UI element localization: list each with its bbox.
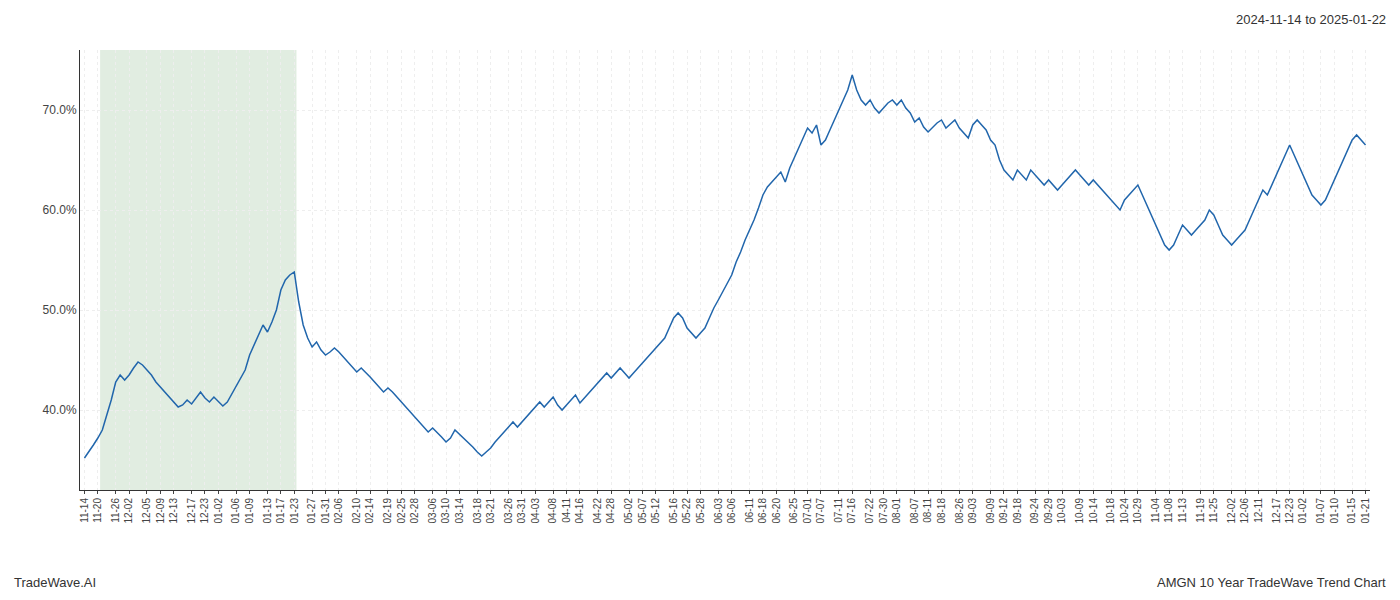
svg-text:60.0%: 60.0% [43, 203, 77, 217]
svg-text:12-17: 12-17 [186, 498, 197, 524]
svg-text:09-24: 09-24 [1029, 498, 1040, 524]
svg-text:01-06: 01-06 [230, 498, 241, 524]
svg-text:06-11: 06-11 [744, 498, 755, 523]
svg-text:08-18: 08-18 [936, 498, 947, 524]
svg-text:11-19: 11-19 [1195, 498, 1206, 523]
svg-text:11-20: 11-20 [92, 498, 103, 523]
svg-text:08-01: 08-01 [891, 498, 902, 524]
svg-text:03-14: 03-14 [454, 498, 465, 524]
svg-text:70.0%: 70.0% [43, 103, 77, 117]
svg-text:12-23: 12-23 [1284, 498, 1295, 524]
svg-text:11-13: 11-13 [1177, 498, 1188, 523]
svg-text:07-30: 07-30 [878, 498, 889, 524]
svg-text:01-31: 01-31 [320, 498, 331, 524]
svg-text:01-23: 01-23 [289, 498, 300, 524]
svg-text:04-16: 04-16 [574, 498, 585, 524]
svg-text:AMGN 10 Year TradeWave Trend C: AMGN 10 Year TradeWave Trend Chart [1157, 575, 1386, 590]
svg-text:02-10: 02-10 [351, 498, 362, 524]
svg-text:09-03: 09-03 [967, 498, 978, 524]
svg-text:10-18: 10-18 [1105, 498, 1116, 524]
svg-text:01-02: 01-02 [1297, 498, 1308, 524]
svg-text:06-18: 06-18 [757, 498, 768, 524]
svg-text:12-09: 12-09 [155, 498, 166, 524]
svg-text:12-13: 12-13 [168, 498, 179, 524]
svg-text:11-26: 11-26 [110, 498, 121, 523]
svg-text:05-22: 05-22 [681, 498, 692, 524]
svg-text:TradeWave.AI: TradeWave.AI [14, 575, 96, 590]
svg-text:10-03: 10-03 [1056, 498, 1067, 524]
svg-text:12-02: 12-02 [1226, 498, 1237, 524]
svg-text:08-26: 08-26 [954, 498, 965, 524]
svg-text:10-14: 10-14 [1088, 498, 1099, 524]
svg-text:04-11: 04-11 [561, 498, 572, 523]
svg-text:07-16: 07-16 [846, 498, 857, 524]
svg-text:03-10: 03-10 [440, 498, 451, 524]
svg-text:01-27: 01-27 [306, 498, 317, 524]
svg-text:10-29: 10-29 [1132, 498, 1143, 524]
svg-text:06-20: 06-20 [771, 498, 782, 524]
svg-text:03-06: 03-06 [427, 498, 438, 524]
svg-text:06-06: 06-06 [726, 498, 737, 524]
svg-text:05-28: 05-28 [695, 498, 706, 524]
svg-text:05-12: 05-12 [650, 498, 661, 524]
svg-text:12-06: 12-06 [1239, 498, 1250, 524]
svg-text:12-17: 12-17 [1271, 498, 1282, 524]
svg-text:06-25: 06-25 [788, 498, 799, 524]
svg-text:07-07: 07-07 [815, 498, 826, 524]
svg-text:05-02: 05-02 [623, 498, 634, 524]
svg-text:09-12: 09-12 [998, 498, 1009, 524]
svg-text:02-14: 02-14 [364, 498, 375, 524]
svg-text:07-22: 07-22 [864, 498, 875, 524]
svg-text:01-02: 01-02 [213, 498, 224, 524]
svg-text:06-03: 06-03 [713, 498, 724, 524]
svg-text:01-07: 01-07 [1315, 498, 1326, 524]
svg-text:02-06: 02-06 [333, 498, 344, 524]
svg-text:11-25: 11-25 [1208, 498, 1219, 523]
svg-text:03-26: 03-26 [503, 498, 514, 524]
svg-text:02-19: 02-19 [382, 498, 393, 524]
svg-text:11-04: 11-04 [1150, 498, 1161, 523]
svg-text:08-07: 08-07 [909, 498, 920, 524]
svg-text:12-23: 12-23 [199, 498, 210, 524]
svg-text:01-15: 01-15 [1346, 498, 1357, 524]
svg-text:09-18: 09-18 [1012, 498, 1023, 524]
svg-text:07-11: 07-11 [833, 498, 844, 523]
svg-text:50.0%: 50.0% [43, 303, 77, 317]
svg-text:01-10: 01-10 [1329, 498, 1340, 524]
svg-text:09-09: 09-09 [985, 498, 996, 524]
svg-text:03-21: 03-21 [485, 498, 496, 524]
svg-text:04-28: 04-28 [605, 498, 616, 524]
svg-text:01-21: 01-21 [1360, 498, 1371, 524]
svg-text:02-25: 02-25 [396, 498, 407, 524]
svg-text:11-08: 11-08 [1163, 498, 1174, 523]
svg-text:10-24: 10-24 [1119, 498, 1130, 524]
svg-text:10-09: 10-09 [1074, 498, 1085, 524]
svg-text:04-03: 04-03 [530, 498, 541, 524]
svg-text:03-18: 03-18 [472, 498, 483, 524]
svg-text:03-31: 03-31 [516, 498, 527, 524]
svg-text:09-29: 09-29 [1043, 498, 1054, 524]
svg-text:01-09: 01-09 [244, 498, 255, 524]
svg-text:40.0%: 40.0% [43, 403, 77, 417]
svg-text:07-01: 07-01 [802, 498, 813, 524]
svg-text:05-07: 05-07 [637, 498, 648, 524]
svg-text:02-28: 02-28 [409, 498, 420, 524]
svg-text:04-22: 04-22 [592, 498, 603, 524]
svg-text:12-05: 12-05 [141, 498, 152, 524]
svg-text:01-13: 01-13 [262, 498, 273, 524]
svg-text:04-08: 04-08 [547, 498, 558, 524]
svg-text:08-11: 08-11 [922, 498, 933, 523]
svg-text:12-02: 12-02 [123, 498, 134, 524]
svg-text:2024-11-14 to 2025-01-22: 2024-11-14 to 2025-01-22 [1236, 12, 1386, 27]
svg-text:11-14: 11-14 [79, 498, 90, 523]
svg-text:01-17: 01-17 [275, 498, 286, 524]
svg-text:12-11: 12-11 [1253, 498, 1264, 523]
svg-text:05-16: 05-16 [668, 498, 679, 524]
